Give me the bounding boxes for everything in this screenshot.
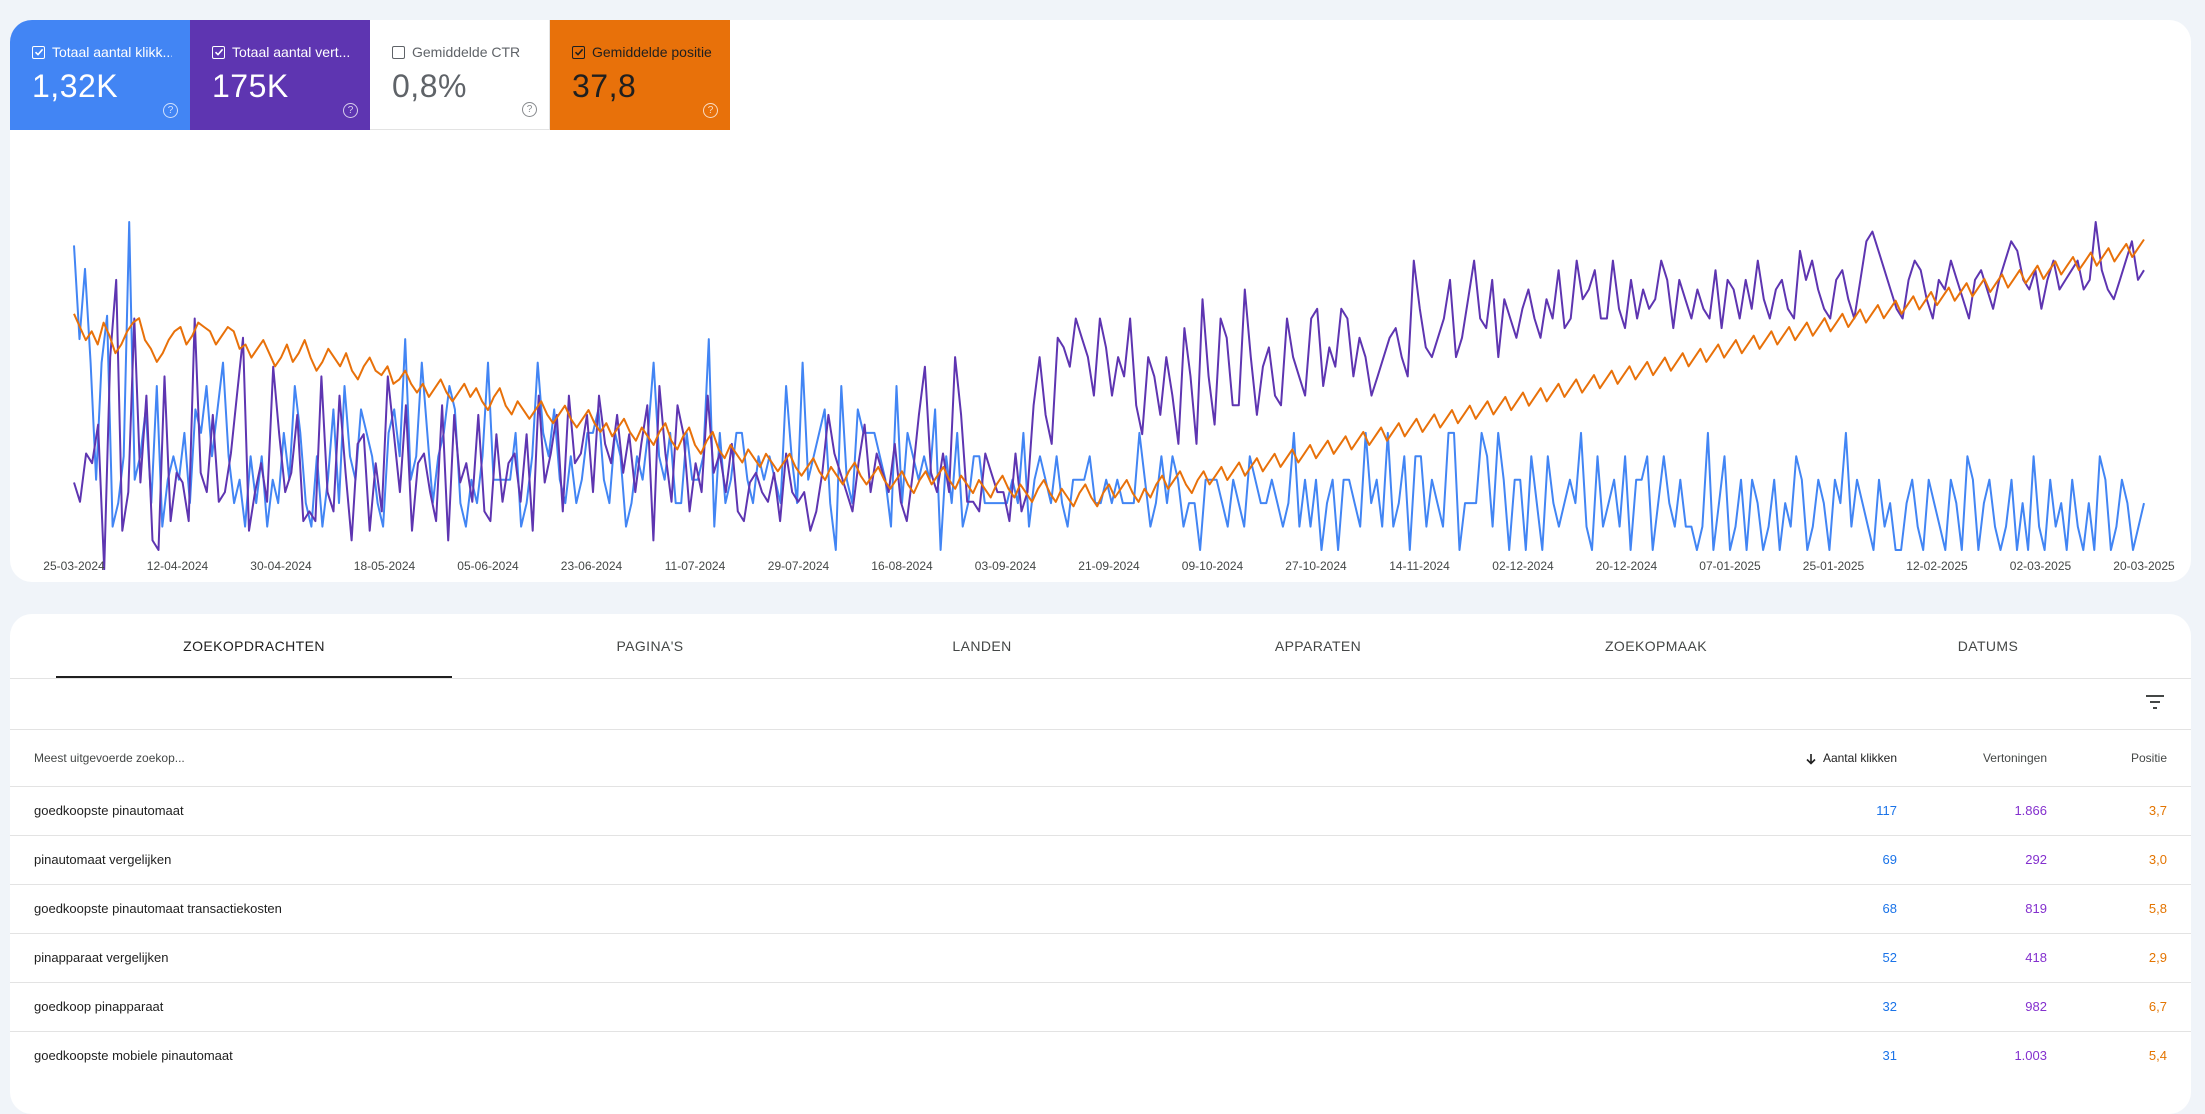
query-cell: goedkoopste mobiele pinautomaat — [34, 1048, 233, 1063]
checkbox-unchecked-icon[interactable] — [392, 45, 405, 59]
series-line-2 — [73, 238, 2145, 508]
metric-value: 0,8% — [392, 68, 467, 104]
checkbox-checked-icon[interactable] — [32, 45, 45, 59]
metric-cards: Totaal aantal klikk... 1,32K ? Totaal aa… — [10, 20, 730, 130]
x-tick-label: 03-09-2024 — [975, 559, 1037, 570]
impressions-cell: 1.866 — [2014, 803, 2047, 818]
x-tick-label: 30-04-2024 — [250, 559, 312, 570]
filter-icon[interactable] — [2143, 690, 2167, 714]
tab-pages[interactable]: PAGINA'S — [616, 638, 684, 654]
clicks-cell: 117 — [1876, 803, 1897, 818]
series-line-0 — [73, 221, 2145, 551]
clicks-cell: 32 — [1882, 999, 1897, 1014]
x-tick-label: 12-04-2024 — [147, 559, 209, 570]
table-row[interactable]: pinautomaat vergelijken 69 292 3,0 — [10, 835, 2191, 885]
x-tick-label: 16-08-2024 — [871, 559, 933, 570]
impressions-cell: 292 — [2025, 852, 2047, 867]
help-circle-icon[interactable]: ? — [343, 103, 358, 118]
checkbox-checked-icon[interactable] — [572, 45, 585, 59]
query-cell: pinapparaat vergelijken — [34, 950, 169, 965]
header-query[interactable]: Meest uitgevoerde zoekop... — [34, 751, 185, 765]
tab-countries[interactable]: LANDEN — [952, 638, 1012, 654]
x-tick-label: 09-10-2024 — [1182, 559, 1244, 570]
clicks-cell: 31 — [1882, 1048, 1897, 1063]
position-cell: 5,8 — [2148, 901, 2167, 916]
query-cell: goedkoopste pinautomaat — [34, 803, 184, 818]
checkbox-checked-icon[interactable] — [212, 45, 225, 59]
table-header: Meest uitgevoerde zoekop... Aantal klikk… — [10, 730, 2191, 786]
metric-value: 37,8 — [572, 68, 637, 104]
position-cell: 3,0 — [2148, 852, 2167, 867]
query-cell: goedkoopste pinautomaat transactiekosten — [34, 901, 282, 916]
header-clicks[interactable]: Aantal klikken — [1805, 730, 1897, 786]
position-cell: 6,7 — [2148, 999, 2167, 1014]
metric-label: Gemiddelde CTR — [392, 44, 532, 60]
impressions-cell: 982 — [2025, 999, 2047, 1014]
metric-value: 1,32K — [32, 68, 119, 104]
query-cell: goedkoop pinapparaat — [34, 999, 164, 1014]
help-circle-icon[interactable]: ? — [522, 102, 537, 117]
clicks-cell: 52 — [1882, 950, 1897, 965]
impressions-cell: 418 — [2025, 950, 2047, 965]
metric-label: Totaal aantal vert... — [212, 44, 352, 60]
clicks-cell: 68 — [1882, 901, 1897, 916]
tab-devices[interactable]: APPARATEN — [1274, 638, 1362, 654]
table-row[interactable]: goedkoopste pinautomaat transactiekosten… — [10, 884, 2191, 934]
impressions-cell: 819 — [2025, 901, 2047, 916]
x-tick-label: 29-07-2024 — [768, 559, 830, 570]
report-tabs: ZOEKOPDRACHTEN PAGINA'S LANDEN APPARATEN… — [56, 614, 2166, 678]
metric-card-ctr[interactable]: Gemiddelde CTR 0,8% ? — [370, 20, 550, 130]
metric-card-position[interactable]: Gemiddelde positie 37,8 ? — [550, 20, 730, 130]
table-row[interactable]: goedkoop pinapparaat 32 982 6,7 — [10, 982, 2191, 1032]
x-tick-label: 18-05-2024 — [354, 559, 416, 570]
x-tick-label: 20-12-2024 — [1596, 559, 1658, 570]
metric-value: 175K — [212, 68, 289, 104]
divider — [10, 678, 2191, 679]
tab-queries[interactable]: ZOEKOPDRACHTEN — [183, 638, 325, 654]
x-tick-label: 07-01-2025 — [1699, 559, 1761, 570]
clicks-cell: 69 — [1882, 852, 1897, 867]
performance-chart-panel: Totaal aantal klikk... 1,32K ? Totaal aa… — [10, 20, 2191, 582]
position-cell: 2,9 — [2148, 950, 2167, 965]
header-position[interactable]: Positie — [2130, 751, 2167, 765]
help-circle-icon[interactable]: ? — [163, 103, 178, 118]
tab-dates[interactable]: DATUMS — [1957, 638, 2019, 654]
x-tick-label: 25-03-2024 — [43, 559, 105, 570]
performance-line-chart: 25-03-2024 12-04-2024 30-04-2024 18-05-2024… — [43, 221, 2175, 570]
x-tick-label: 11-07-2024 — [665, 559, 726, 570]
table-row[interactable]: pinapparaat vergelijken 52 418 2,9 — [10, 933, 2191, 983]
x-tick-label: 12-02-2025 — [1906, 559, 1968, 570]
metric-label: Gemiddelde positie — [572, 44, 712, 60]
query-cell: pinautomaat vergelijken — [34, 852, 172, 867]
x-tick-label: 02-12-2024 — [1492, 559, 1554, 570]
x-tick-label: 27-10-2024 — [1285, 559, 1347, 570]
x-tick-label: 14-11-2024 — [1389, 559, 1450, 570]
tab-search-appearance[interactable]: ZOEKOPMAAK — [1604, 638, 1708, 654]
impressions-cell: 1.003 — [2014, 1048, 2047, 1063]
position-cell: 5,4 — [2148, 1048, 2167, 1063]
metric-label: Totaal aantal klikk... — [32, 44, 172, 60]
x-tick-label: 23-06-2024 — [561, 559, 623, 570]
header-impressions[interactable]: Vertoningen — [1982, 751, 2047, 765]
arrow-down-icon — [1806, 753, 1816, 765]
position-cell: 3,7 — [2148, 803, 2167, 818]
metric-card-impressions[interactable]: Totaal aantal vert... 175K ? — [190, 20, 370, 130]
x-tick-label: 21-09-2024 — [1078, 559, 1140, 570]
help-circle-icon[interactable]: ? — [703, 103, 718, 118]
table-row[interactable]: goedkoopste pinautomaat 117 1.866 3,7 — [10, 786, 2191, 836]
x-tick-label: 02-03-2025 — [2010, 559, 2072, 570]
table-row[interactable]: goedkoopste mobiele pinautomaat 31 1.003 5,… — [10, 1031, 2191, 1081]
report-table-panel: ZOEKOPDRACHTEN PAGINA'S LANDEN APPARATEN… — [10, 614, 2191, 1114]
x-tick-label: 25-01-2025 — [1803, 559, 1865, 570]
divider — [10, 729, 2191, 730]
x-tick-label: 05-06-2024 — [457, 559, 519, 570]
metric-card-clicks[interactable]: Totaal aantal klikk... 1,32K ? — [10, 20, 190, 130]
series-line-1 — [73, 221, 2145, 570]
x-tick-label: 20-03-2025 — [2113, 559, 2175, 570]
active-tab-indicator — [56, 676, 452, 678]
